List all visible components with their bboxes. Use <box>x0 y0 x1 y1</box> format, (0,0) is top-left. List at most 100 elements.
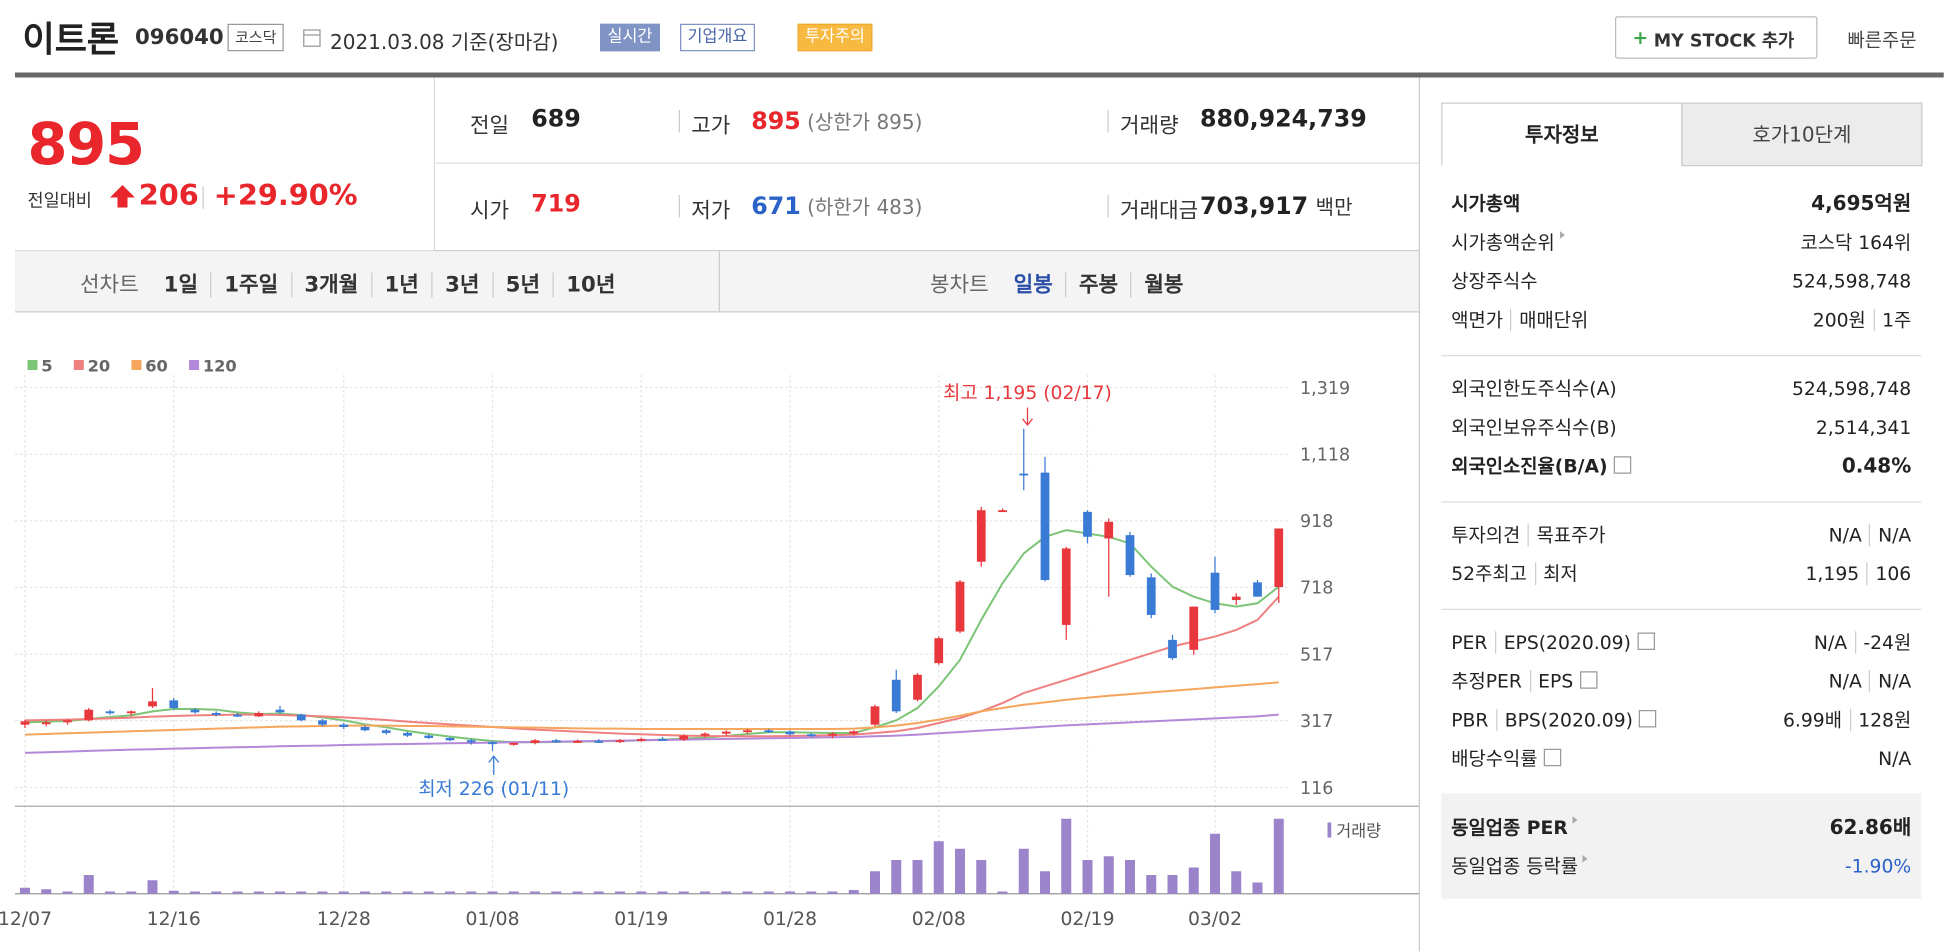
group-rule <box>1441 501 1922 503</box>
volume-bar <box>381 891 392 894</box>
label-part: 투자의견 <box>1451 523 1521 547</box>
period-item[interactable]: 주봉 <box>1065 272 1131 298</box>
header-rule <box>15 72 1944 78</box>
candle-body <box>1083 511 1092 537</box>
volume-bar <box>402 891 413 894</box>
period-item[interactable]: 1일 <box>163 272 198 298</box>
period-item[interactable]: 월봉 <box>1130 272 1196 298</box>
volume-bar <box>466 891 477 894</box>
value-part: 6.99배 <box>1782 708 1842 732</box>
volume-bar <box>636 891 647 894</box>
ma-line <box>24 713 1279 754</box>
quote-value: 689 <box>531 105 581 133</box>
period-item[interactable]: 3개월 <box>290 272 371 298</box>
legend-label: 5 <box>41 356 52 375</box>
value-part: 524,598,748 <box>1791 377 1912 401</box>
period-item[interactable]: 5년 <box>491 272 553 298</box>
period-item[interactable]: 3년 <box>431 272 492 298</box>
mystock-button[interactable]: + MY STOCK 추가 <box>1615 16 1818 59</box>
realtime-tag[interactable]: 실시간 <box>600 23 660 52</box>
volume-bar <box>976 860 987 894</box>
info-row: 배당수익률 N/A <box>1441 740 1921 778</box>
help-icon[interactable] <box>1543 748 1562 767</box>
value: 719 <box>531 190 581 218</box>
label-part: 시가총액순위 <box>1451 231 1555 254</box>
x-tick-label: 03/02 <box>1188 909 1242 930</box>
value-part: 128원 <box>1849 708 1912 732</box>
volume-bar <box>530 891 540 894</box>
volume-bar <box>1167 875 1178 894</box>
market-badge: 코스닥 <box>227 23 284 52</box>
volume-bar <box>317 891 328 894</box>
value: 880,924,739 <box>1200 105 1367 133</box>
value-part: N/A <box>1878 747 1912 771</box>
separator <box>1107 110 1109 133</box>
label-part: 추정PER <box>1451 670 1522 693</box>
y-tick-label: 1,118 <box>1300 446 1350 466</box>
volume-bar <box>445 891 455 894</box>
help-icon[interactable] <box>1579 671 1597 689</box>
candle-body <box>679 735 689 740</box>
value-part: 106 <box>1866 562 1912 585</box>
limit: (하한가 483) <box>807 195 923 219</box>
value-part: 4,695억원 <box>1811 191 1912 215</box>
period-item[interactable]: 1년 <box>370 272 432 298</box>
side-panel: 투자정보 호가10단계 시가총액 4,695억원 시가총액순위 코스닥 164위 상장주식수… <box>1441 100 1923 900</box>
quote-value: 671 (하한가 483) <box>751 190 923 221</box>
row-value: 200원 1주 <box>1813 301 1912 339</box>
volume-bar <box>1188 867 1199 894</box>
label-part: 동일업종 등락률 <box>1451 855 1578 878</box>
more-icon <box>1582 855 1588 863</box>
volume-bar <box>1061 818 1072 894</box>
label-part: 매매단위 <box>1510 308 1589 332</box>
volume-bar <box>806 891 817 894</box>
candle-body <box>254 713 264 717</box>
info-row: 외국인보유주식수(B) 2,514,341 <box>1441 409 1921 447</box>
warning-tag: 투자주의 <box>797 23 873 52</box>
company-tag[interactable]: 기업개요 <box>680 23 755 52</box>
volume-bar <box>700 891 710 894</box>
tab[interactable]: 투자정보 <box>1441 102 1683 165</box>
candle-body <box>1253 582 1262 597</box>
volume-bar <box>1082 860 1093 894</box>
volume-bar <box>41 889 52 894</box>
candle-body <box>913 674 922 700</box>
candle-body <box>1146 577 1156 615</box>
period-item[interactable]: 10년 <box>552 272 628 298</box>
quick-order[interactable]: 빠른주문 <box>1847 28 1917 52</box>
volume-bar <box>1125 860 1135 894</box>
volume-bar <box>551 891 562 894</box>
volume-bar <box>360 891 370 894</box>
x-tick-label: 01/28 <box>763 909 817 930</box>
label-part: 외국인한도주식수(A) <box>1451 377 1617 401</box>
candle-body <box>955 581 965 632</box>
value-part: 524,598,748 <box>1791 270 1912 293</box>
candle-body <box>1231 596 1241 600</box>
help-icon[interactable] <box>1639 710 1657 728</box>
candle-body <box>445 737 455 741</box>
y-tick-label: 517 <box>1300 645 1333 665</box>
x-tick-label: 12/07 <box>0 909 52 930</box>
period-item[interactable]: 일봉 <box>1013 272 1053 298</box>
legend-label: 20 <box>88 356 111 375</box>
candle-body <box>148 701 157 707</box>
period-item[interactable]: 1주일 <box>210 272 291 298</box>
tab[interactable]: 호가10단계 <box>1681 102 1923 167</box>
row-label: PBR BPS(2020.09) <box>1451 701 1657 739</box>
volume-bar <box>827 891 838 894</box>
volume-bar <box>423 891 434 894</box>
candle-body <box>190 709 200 713</box>
candle-body <box>466 740 476 743</box>
change-value: 206 <box>138 180 199 213</box>
high-annotation: 최고 1,195 (02/17) <box>943 382 1112 404</box>
current-price: 895 <box>27 110 146 178</box>
volume-bar <box>508 891 519 894</box>
help-icon[interactable] <box>1613 456 1632 474</box>
volume-bar <box>870 871 880 894</box>
help-icon[interactable] <box>1637 632 1655 650</box>
row-label: 시가총액 <box>1451 185 1520 223</box>
volume-bar <box>721 891 732 894</box>
volume-bar <box>593 891 604 894</box>
label-part: 52주최고 <box>1451 562 1527 586</box>
volume-bar <box>763 891 774 894</box>
